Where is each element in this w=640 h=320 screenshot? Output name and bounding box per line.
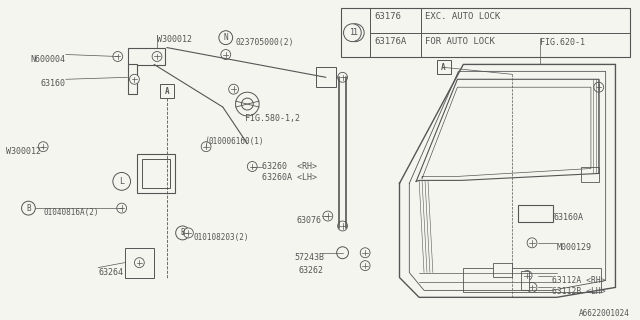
Text: M000129: M000129 [557,243,591,252]
Bar [437,60,451,74]
Text: 63264: 63264 [98,268,123,276]
Text: 63160A: 63160A [554,213,584,222]
Bar [316,68,336,87]
Circle shape [236,92,259,116]
Circle shape [184,228,193,238]
Circle shape [527,283,537,292]
Text: 63160: 63160 [41,79,66,88]
Circle shape [241,98,253,110]
Text: 010006160(1): 010006160(1) [208,137,264,146]
Text: W300012: W300012 [6,147,41,156]
Circle shape [346,24,364,42]
Circle shape [594,82,604,92]
Circle shape [344,24,361,42]
Text: FIG.620-1: FIG.620-1 [540,38,585,47]
Bar [463,268,601,292]
Circle shape [219,31,232,44]
Circle shape [22,201,35,215]
Circle shape [527,238,537,248]
Text: 63112B <LH>: 63112B <LH> [552,287,605,296]
Text: 63112A <RH>: 63112A <RH> [552,276,605,284]
Bar [160,84,173,98]
Text: 57243B: 57243B [294,253,324,262]
Circle shape [113,172,131,190]
Circle shape [338,221,348,231]
Circle shape [176,226,189,240]
Text: 01040816A(2): 01040816A(2) [43,208,99,217]
Circle shape [360,248,370,258]
Circle shape [201,142,211,152]
Text: 63260A <LH>: 63260A <LH> [262,173,317,182]
Text: 63262: 63262 [299,266,324,275]
Text: 63176A: 63176A [374,37,406,46]
Text: 63176: 63176 [374,12,401,21]
Bar [581,166,599,182]
Bar [142,159,170,188]
Text: A: A [442,63,446,72]
Text: 63076: 63076 [297,216,322,225]
Text: 023705000(2): 023705000(2) [236,38,294,47]
Circle shape [152,52,162,61]
Circle shape [129,74,140,84]
Bar [125,248,154,277]
Text: EXC. AUTO LOCK: EXC. AUTO LOCK [425,12,500,21]
Text: B: B [180,228,185,237]
Circle shape [221,50,230,60]
Circle shape [522,271,532,281]
Text: 010108203(2): 010108203(2) [193,233,249,242]
Circle shape [38,142,48,152]
Bar [493,263,513,276]
Text: B: B [26,204,31,212]
Text: FIG.580-1,2: FIG.580-1,2 [245,114,300,123]
Circle shape [116,203,127,213]
Text: A: A [164,87,169,96]
Text: W300012: W300012 [157,35,192,44]
Text: N600004: N600004 [31,54,66,63]
Circle shape [228,84,239,94]
Bar [127,64,138,94]
Text: L: L [119,177,124,186]
Bar [340,8,630,58]
Bar [521,271,529,290]
Circle shape [113,52,123,61]
Text: 1: 1 [350,28,355,37]
Circle shape [337,247,348,259]
Text: N: N [223,33,228,42]
Circle shape [134,258,144,268]
Bar [518,205,552,222]
Circle shape [338,72,348,82]
Text: A6622001024: A6622001024 [579,309,630,318]
Circle shape [360,261,370,271]
Circle shape [247,162,257,172]
Text: 63260  <RH>: 63260 <RH> [262,162,317,171]
Circle shape [323,211,333,221]
Text: FOR AUTO LOCK: FOR AUTO LOCK [425,37,495,46]
Text: 1: 1 [353,28,358,37]
Bar [138,154,175,193]
Bar [127,48,165,65]
